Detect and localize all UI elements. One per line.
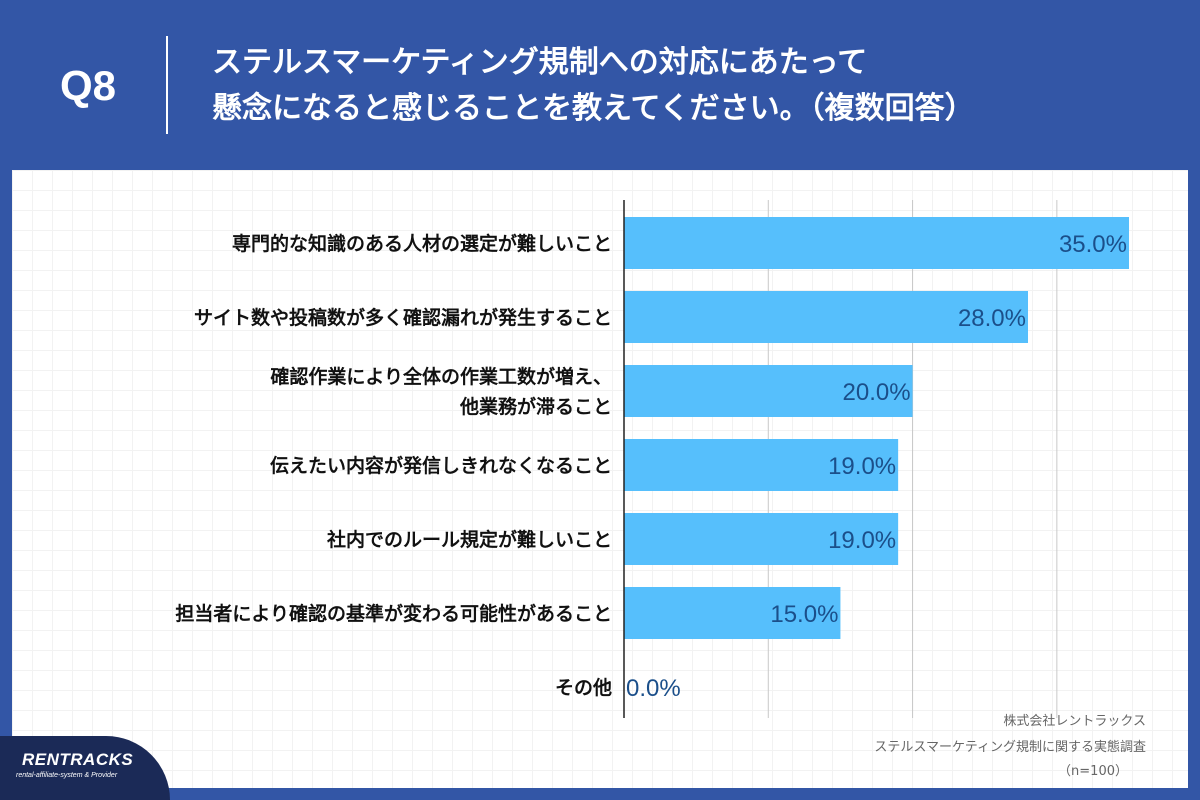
- category-label-6: 担当者により確認の基準が変わる可能性があること: [175, 602, 612, 625]
- bar-chart: 35.0% 専門的な知識のある人材の選定が難しいこと 28.0% サイト数や投稿数が多…: [175, 200, 1129, 718]
- sample-size: （n=100）: [1058, 764, 1128, 779]
- value-label-4: 19.0%: [828, 453, 896, 480]
- rentracks-logo: RENTRACKS rental-affiliate-system & Prov…: [0, 736, 170, 800]
- bar-2: [624, 291, 1028, 343]
- logo-tagline: rental-affiliate-system & Provider: [16, 772, 118, 779]
- bar-3: [624, 365, 913, 417]
- bar-5: [624, 513, 899, 565]
- question-title: ステルスマーケティング規制への対応にあたって 懸念になると感じることを教えてくだ…: [212, 40, 975, 132]
- category-label-4: 伝えたい内容が発信しきれなくなること: [270, 454, 612, 477]
- bar-1: [624, 217, 1129, 269]
- logo-name: RENTRACKS: [22, 750, 134, 769]
- bar-4: [624, 439, 899, 491]
- value-label-6: 15.0%: [770, 601, 838, 628]
- value-label-1: 35.0%: [1059, 231, 1127, 258]
- value-label-2: 28.0%: [958, 305, 1026, 332]
- category-label-1: 専門的な知識のある人材の選定が難しいこと: [232, 232, 612, 255]
- value-label-3: 20.0%: [843, 379, 911, 406]
- header: Q8 ステルスマーケティング規制への対応にあたって 懸念になると感じることを教え…: [0, 0, 1200, 170]
- question-title-line-2: 懸念になると感じることを教えてください。（複数回答）: [212, 91, 975, 126]
- category-label-3-line-1: 確認作業により全体の作業工数が増え、: [270, 365, 612, 388]
- source-survey: ステルスマーケティング規制に関する実態調査: [874, 740, 1146, 755]
- header-divider: [166, 36, 168, 134]
- category-label-7: その他: [555, 676, 612, 699]
- category-label-2: サイト数や投稿数が多く確認漏れが発生すること: [194, 306, 612, 329]
- source-company: 株式会社レントラックス: [1003, 714, 1146, 729]
- question-title-line-1: ステルスマーケティング規制への対応にあたって: [212, 45, 868, 80]
- category-label-5: 社内でのルール規定が難しいこと: [326, 528, 612, 551]
- value-label-5: 19.0%: [828, 527, 896, 554]
- question-number: Q8: [60, 62, 117, 109]
- bar-6: [624, 587, 841, 639]
- chart-card: 35.0% 専門的な知識のある人材の選定が難しいこと 28.0% サイト数や投稿数が多…: [12, 170, 1188, 788]
- value-label-7: 0.0%: [626, 675, 681, 702]
- category-label-3-line-2: 他業務が滞ること: [459, 395, 612, 418]
